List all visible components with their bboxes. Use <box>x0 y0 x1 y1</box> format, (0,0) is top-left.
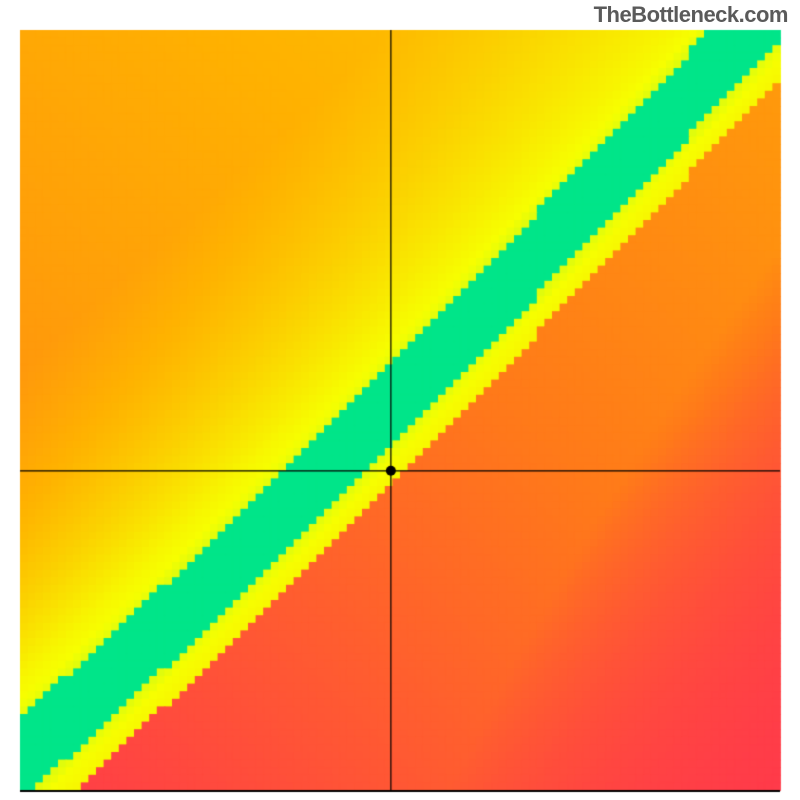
watermark-text: TheBottleneck.com <box>594 2 788 28</box>
bottleneck-heatmap <box>0 0 800 800</box>
